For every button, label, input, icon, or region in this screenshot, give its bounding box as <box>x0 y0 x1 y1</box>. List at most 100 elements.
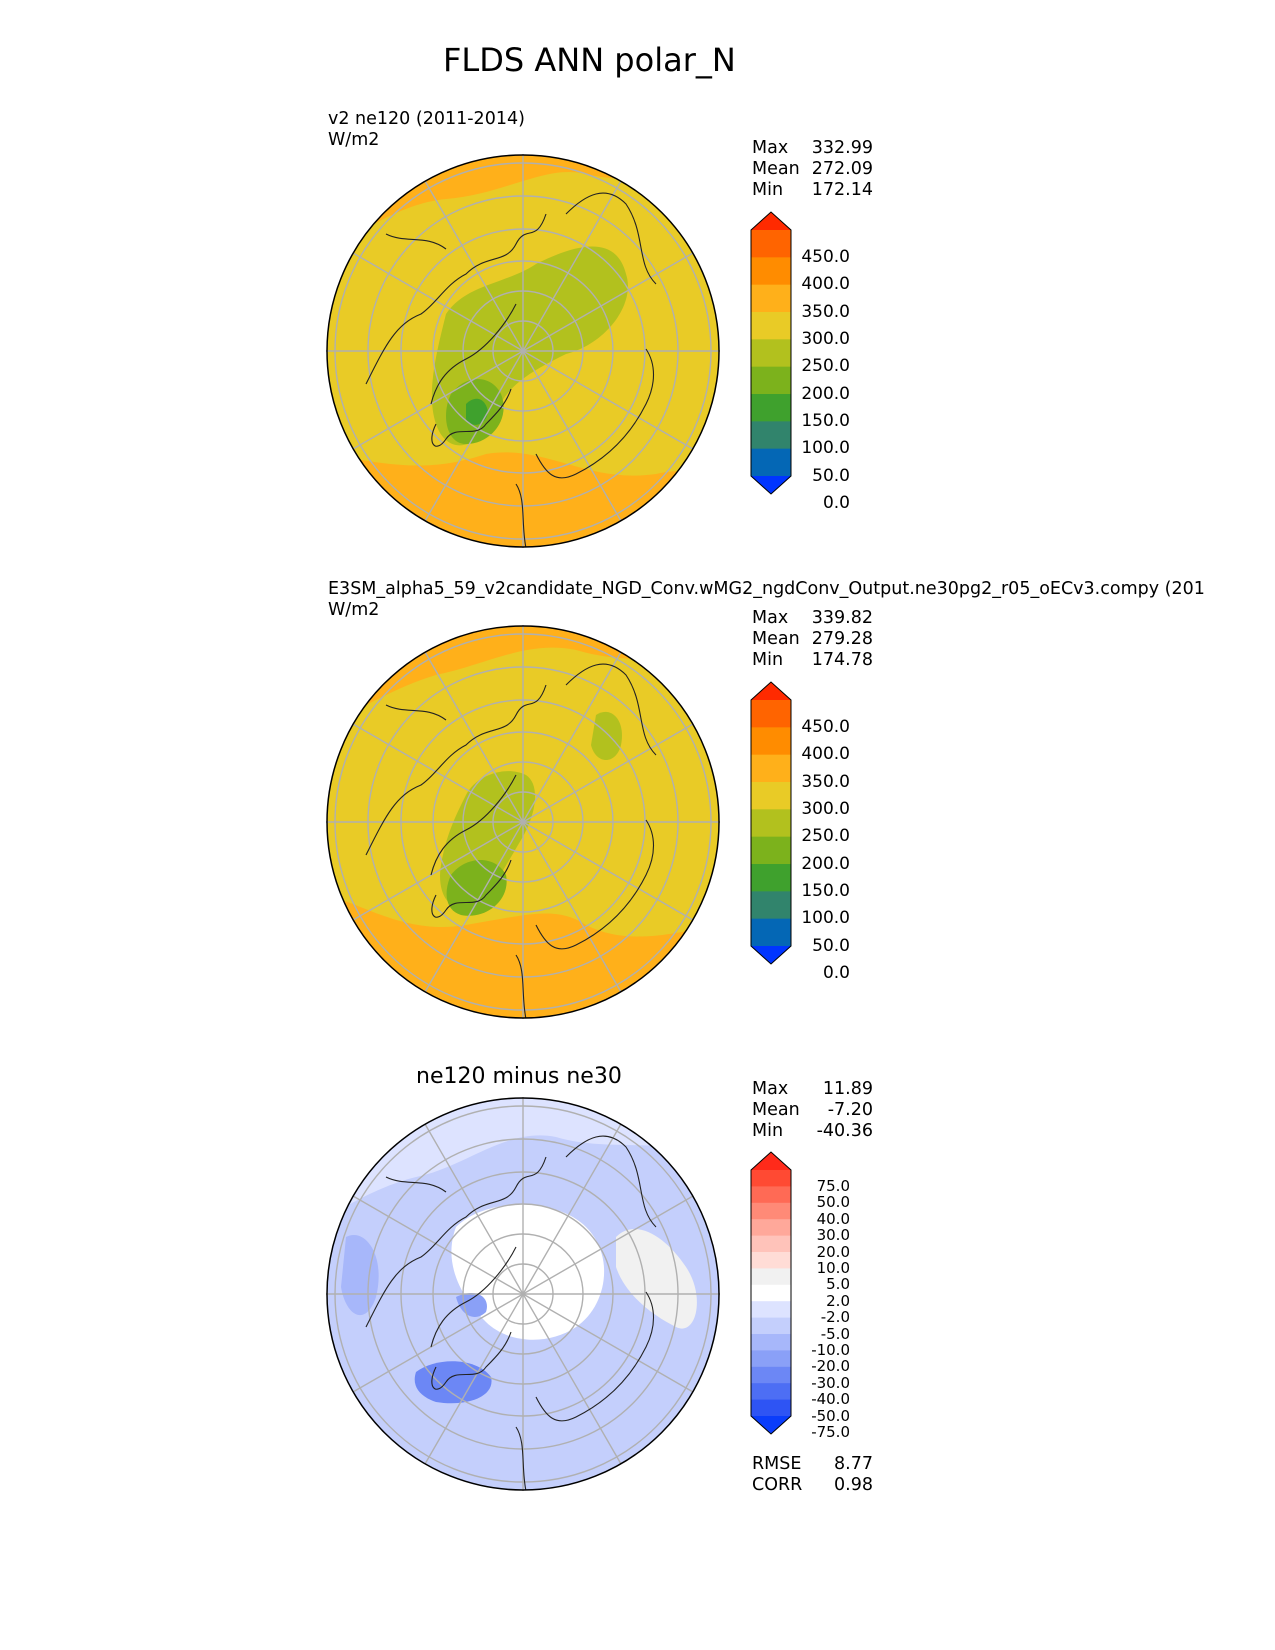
panel-3-colorbar <box>750 1151 792 1435</box>
colorbar-tick-label: 40.0 <box>816 1209 850 1228</box>
colorbar-outline <box>750 1151 792 1435</box>
panel-1-min-value: 172.14 <box>811 180 873 200</box>
colorbar-tick-label: -5.0 <box>820 1324 850 1343</box>
colorbar-segment <box>751 727 791 756</box>
panel-1-min-label: Min <box>752 180 784 200</box>
map-border <box>326 625 720 1019</box>
colorbar-segment <box>751 754 791 783</box>
colorbar-segment <box>751 312 791 340</box>
colorbar-tick-label: 200.0 <box>801 383 850 404</box>
panel-2-colorbar <box>750 681 792 965</box>
panel-1-units: W/m2 <box>328 130 380 150</box>
map-border <box>326 154 720 548</box>
colorbar-outline <box>750 681 792 965</box>
panel-1-max-value: 332.99 <box>811 138 873 158</box>
colorbar-tick-label: 75.0 <box>816 1176 850 1195</box>
colorbar-segment <box>751 1202 791 1220</box>
colorbar-segment <box>751 394 791 422</box>
panel-2-mean-value: 279.28 <box>811 629 873 649</box>
panel-2-mean-label: Mean <box>752 629 800 649</box>
panel-3-corr-label: CORR <box>752 1475 803 1495</box>
colorbar-segment <box>751 1334 791 1351</box>
figure-title: FLDS ANN polar_N <box>443 41 736 79</box>
panel-1-max-label: Max <box>752 138 789 158</box>
colorbar-extend-top <box>751 212 791 230</box>
colorbar-tick-label: 350.0 <box>801 301 850 322</box>
colorbar-tick-label: 30.0 <box>816 1226 850 1245</box>
panel-3-min-label: Min <box>752 1121 784 1141</box>
colorbar-segment <box>751 448 791 477</box>
colorbar-segment <box>751 891 791 920</box>
colorbar-extend-top <box>751 682 791 700</box>
colorbar-tick-label: -10.0 <box>811 1340 850 1359</box>
colorbar-segment <box>751 1252 791 1269</box>
colorbar-tick-label: 20.0 <box>816 1242 850 1261</box>
map-border <box>326 1097 720 1491</box>
colorbar-segment <box>751 230 791 258</box>
colorbar-segment <box>751 1366 791 1384</box>
field-white-east <box>616 1228 697 1329</box>
colorbar-tick-label: -30.0 <box>811 1373 850 1392</box>
panel-3-rmse-label: RMSE <box>752 1454 802 1474</box>
colorbar-tick-label: 150.0 <box>801 880 850 901</box>
colorbar-tick-label: 100.0 <box>801 438 850 459</box>
colorbar-segment <box>751 1186 791 1204</box>
panel-2-max-value: 339.82 <box>811 608 873 628</box>
colorbar-tick-label: 400.0 <box>801 744 850 765</box>
colorbar-tick-label: -75.0 <box>811 1422 850 1441</box>
colorbar-segment <box>751 1301 791 1319</box>
graticule <box>326 1097 720 1491</box>
colorbar-tick-label: 300.0 <box>801 328 850 349</box>
colorbar-segment <box>751 366 791 395</box>
panel-1-mean-label: Mean <box>752 159 800 179</box>
colorbar-tick-label: 2.0 <box>826 1291 850 1310</box>
graticule <box>326 154 720 548</box>
colorbar-segment <box>751 1350 791 1368</box>
colorbar-segment <box>751 864 791 892</box>
colorbar-tick-label: 100.0 <box>801 908 850 929</box>
colorbar-segment <box>751 339 791 368</box>
panel-2-min-value: 174.78 <box>811 650 873 670</box>
colorbar-tick-label: 0.0 <box>822 962 850 983</box>
colorbar-tick-label: 50.0 <box>816 1193 850 1212</box>
field-blue-patch-3 <box>341 1235 379 1316</box>
colorbar-tick-label: 50.0 <box>812 465 850 486</box>
graticule <box>326 625 720 1019</box>
panel-2-units: W/m2 <box>328 600 380 620</box>
colorbar-tick-label: -20.0 <box>811 1357 850 1376</box>
colorbar-segment <box>751 1284 791 1302</box>
panel-3-map <box>326 1097 720 1491</box>
field-white-center <box>451 1204 605 1340</box>
panel-3-mean-value: -7.20 <box>827 1100 873 1120</box>
colorbar-segment <box>751 1170 791 1187</box>
colorbar-tick-label: 5.0 <box>826 1275 850 1294</box>
colorbar-tick-label: 250.0 <box>801 356 850 377</box>
field-light-top <box>327 1098 719 1217</box>
colorbar-segment <box>751 918 791 947</box>
colorbar-extend-bottom <box>751 946 791 964</box>
colorbar-segment <box>751 257 791 286</box>
coastlines <box>365 1135 657 1490</box>
colorbar-segment <box>751 700 791 728</box>
colorbar-tick-label: 350.0 <box>801 771 850 792</box>
colorbar-tick-label: 10.0 <box>816 1258 850 1277</box>
panel-1-colorbar <box>750 211 792 495</box>
panel-2-map <box>326 625 720 1019</box>
colorbar-tick-label: 300.0 <box>801 798 850 819</box>
colorbar-tick-label: 450.0 <box>801 246 850 267</box>
field-dark-green <box>466 398 488 425</box>
field-olive-2 <box>591 711 622 760</box>
colorbar-segment <box>751 782 791 810</box>
colorbar-segment <box>751 1317 791 1335</box>
colorbar-tick-label: 50.0 <box>812 935 850 956</box>
panel-3-mean-label: Mean <box>752 1100 800 1120</box>
colorbar-extend-bottom <box>751 1416 791 1434</box>
panel-2-min-label: Min <box>752 650 784 670</box>
coastlines <box>365 663 657 1018</box>
colorbar-outline <box>750 211 792 495</box>
colorbar-tick-label: -50.0 <box>811 1406 850 1425</box>
colorbar-segment <box>751 1235 791 1253</box>
panel-1-mean-value: 272.09 <box>811 159 873 179</box>
panel-3-corr-value: 0.98 <box>834 1475 873 1495</box>
colorbar-tick-label: 450.0 <box>801 716 850 737</box>
